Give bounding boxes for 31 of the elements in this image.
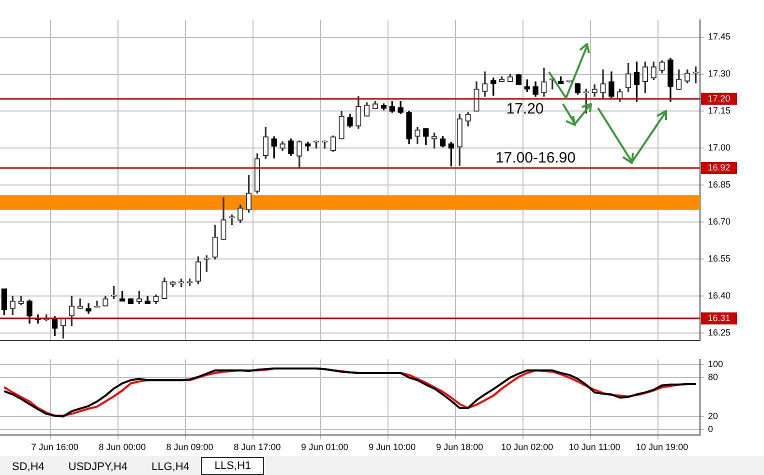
y-tick-label: 17.45 (708, 32, 731, 42)
y-tick-label: 17.15 (708, 106, 731, 116)
y-tick-label: 17.30 (708, 68, 731, 79)
text: USDJPY,H4 (67, 460, 129, 475)
y-tick-label: 80 (708, 372, 718, 382)
x-tick-label: 9 Jun 18:00 (436, 442, 484, 452)
ref-line-label: 17.20 (708, 93, 730, 104)
ref-line-label: 16.31 (708, 312, 730, 323)
x-tick-label: 8 Jun 17:00 (234, 442, 281, 452)
x-tick-label: 9 Jun 10:00 (368, 442, 416, 452)
x-tick-label: 8 Jun 09:00 (166, 442, 214, 452)
x-tick-label: 8 Jun 00:00 (98, 442, 146, 452)
y-tick-label: 16.40 (708, 290, 731, 301)
annotation: 17.20 (506, 100, 544, 118)
y-tick-label: 16.25 (708, 328, 731, 338)
text: LLS,H1 (201, 457, 264, 475)
y-tick-label: 20 (708, 410, 718, 421)
x-tick-label: 10 Jun 11:00 (568, 442, 620, 452)
y-tick-label: 16.85 (708, 180, 731, 190)
x-tick-label: 10 Jun 19:00 (636, 442, 688, 452)
ref-line-label: 16.92 (708, 162, 730, 172)
y-tick-label: 16.55 (708, 254, 731, 264)
x-tick-label: 7 Jun 16:00 (31, 442, 78, 452)
y-tick-label: 16.70 (708, 216, 731, 227)
text: LLG,H4 (150, 460, 190, 475)
y-tick-label: 100 (708, 359, 724, 370)
y-tick-label: 0 (708, 424, 714, 434)
x-tick-label: 9 Jun 01:00 (301, 442, 348, 452)
x-tick-label: 10 Jun 02:00 (501, 442, 554, 452)
text: SD,H4 (11, 460, 46, 475)
y-tick-label: 17.00 (708, 142, 731, 153)
